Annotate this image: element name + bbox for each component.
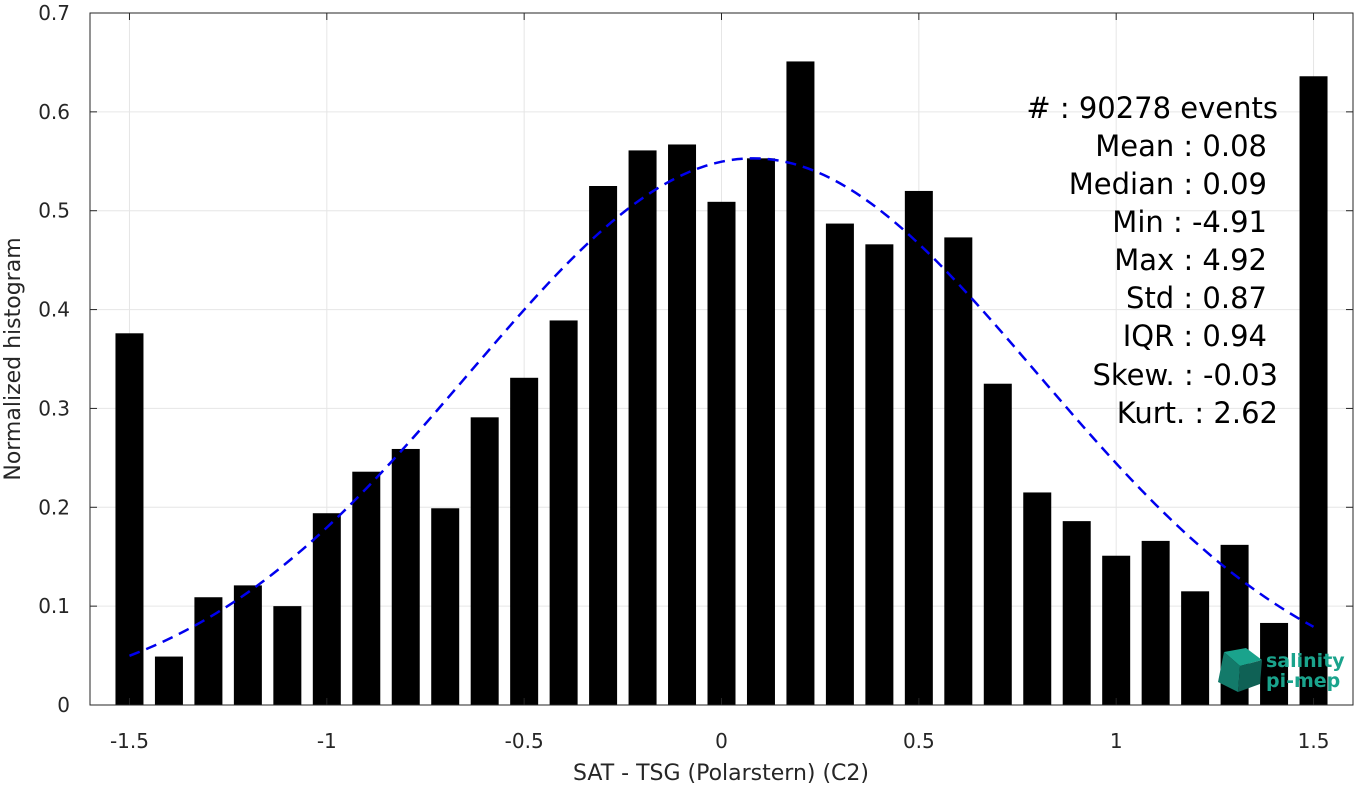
histogram-bar <box>510 377 539 705</box>
histogram-bar <box>194 597 223 705</box>
histogram-bar <box>904 190 933 705</box>
histogram-bar <box>154 656 183 705</box>
histogram-bar <box>549 320 578 705</box>
x-tick-label: 0.5 <box>903 729 935 753</box>
histogram-bar <box>273 606 302 705</box>
histogram-bar <box>746 158 775 705</box>
y-tick-label: 0.2 <box>38 495 70 519</box>
histogram-bar <box>1062 521 1091 705</box>
y-tick-label: 0.7 <box>38 1 70 25</box>
x-tick-label: -1.5 <box>110 729 149 753</box>
histogram-bar <box>312 513 341 705</box>
stat-skewness: Skew. : -0.03 <box>1092 358 1278 392</box>
histogram-bar <box>628 150 657 705</box>
stat-min: Min : -4.91 <box>1112 205 1267 239</box>
histogram-bar <box>470 417 499 705</box>
y-tick-label: 0.4 <box>38 298 70 322</box>
y-axis-ticks: 0 0.1 0.2 0.3 0.4 0.5 0.6 0.7 <box>38 1 1353 717</box>
x-tick-label: -1 <box>317 729 337 753</box>
statistics-box: # : 90278 events Mean : 0.08 Median : 0.… <box>1026 91 1278 430</box>
x-tick-label: -0.5 <box>505 729 544 753</box>
salinity-pi-mep-logo: salinity pi-mep <box>1218 648 1345 692</box>
histogram-bar <box>391 448 420 705</box>
y-tick-label: 0 <box>57 693 70 717</box>
logo-text-salinity: salinity <box>1266 650 1345 672</box>
histogram-bars <box>115 61 1328 706</box>
stat-median: Median : 0.09 <box>1069 167 1267 201</box>
stat-iqr: IQR : 0.94 <box>1123 319 1267 353</box>
stat-max: Max : 4.92 <box>1114 243 1267 277</box>
histogram-bar <box>944 237 973 706</box>
x-axis-label: SAT - TSG (Polarstern) (C2) <box>573 761 869 785</box>
histogram-bar <box>786 61 815 705</box>
histogram-bar <box>1141 540 1170 705</box>
histogram-bar <box>431 508 460 705</box>
y-tick-label: 0.6 <box>38 100 70 124</box>
histogram-bar <box>352 471 381 705</box>
histogram-bar <box>707 201 736 705</box>
y-axis-label: Normalized histogram <box>1 237 26 480</box>
histogram-bar <box>233 585 262 705</box>
histogram-bar <box>1299 76 1328 706</box>
stat-mean: Mean : 0.08 <box>1095 129 1267 163</box>
x-tick-label: 0 <box>715 729 728 753</box>
y-tick-label: 0.5 <box>38 199 70 223</box>
histogram-bar <box>1181 591 1210 705</box>
y-tick-label: 0.3 <box>38 396 70 420</box>
histogram-bar <box>589 186 618 705</box>
histogram-bar <box>1023 492 1052 705</box>
logo-text-pi-mep: pi-mep <box>1266 670 1340 692</box>
x-tick-label: 1.5 <box>1298 729 1330 753</box>
logo-cube-icon <box>1218 648 1262 692</box>
stat-std: Std : 0.87 <box>1126 281 1267 315</box>
histogram-bar <box>115 333 144 705</box>
y-tick-label: 0.1 <box>38 594 70 618</box>
stat-events: # : 90278 events <box>1026 91 1278 125</box>
histogram-bar <box>668 144 697 706</box>
histogram-bar <box>1260 622 1289 705</box>
x-tick-label: 1 <box>1110 729 1123 753</box>
histogram-bar <box>983 383 1012 705</box>
stat-kurtosis: Kurt. : 2.62 <box>1117 396 1278 430</box>
histogram-bar <box>1102 555 1131 705</box>
histogram-bar <box>865 244 894 705</box>
x-axis-ticks: -1.5 -1 -0.5 0 0.5 1 1.5 <box>110 13 1329 753</box>
histogram-bar <box>825 223 854 705</box>
gaussian-fit-curve <box>129 157 1315 657</box>
